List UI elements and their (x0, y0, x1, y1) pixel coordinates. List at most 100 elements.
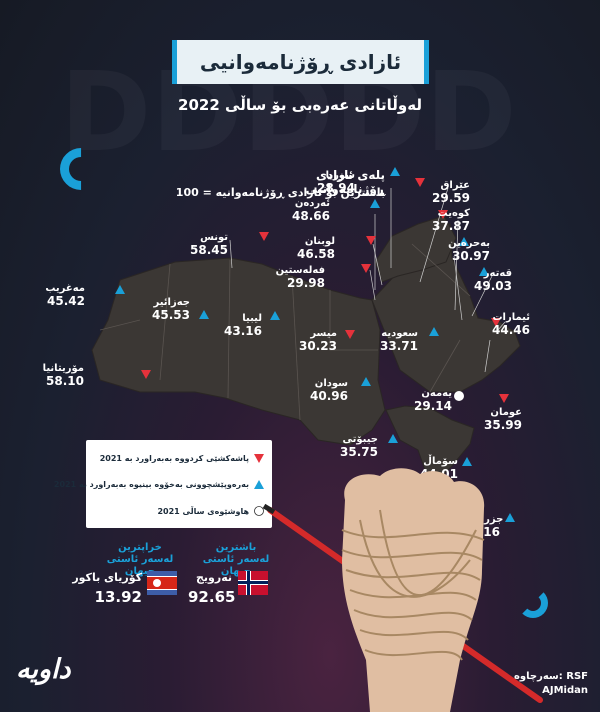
country-name: لوبنان (304, 236, 335, 247)
source-label: سەرچاوە: RSF (514, 671, 588, 682)
country-label: جیبۆتی 35.75 (328, 434, 378, 459)
country-value: 30.97 (452, 249, 490, 263)
country-name: تونس (200, 232, 228, 243)
country-name: لیبیا (242, 313, 262, 324)
country-label: مۆریتانیا 58.10 (34, 363, 84, 388)
country-name: مۆریتانیا (42, 363, 84, 374)
legend-label-same: هاوشێوەی ساڵی 2021 (157, 506, 249, 516)
source: سەرچاوە: RSF AJMidan (478, 670, 588, 698)
marker-down (438, 210, 448, 219)
country-name: قەتەر (483, 268, 512, 279)
country-name: سعودیە (381, 328, 418, 339)
fist-illustration (262, 468, 543, 712)
country-label: جەزائیر 45.53 (140, 297, 190, 322)
marker-down (345, 330, 355, 339)
country-label: لیبیا 43.16 (212, 313, 262, 338)
marker-up (115, 285, 125, 294)
country-value: 45.42 (47, 294, 85, 308)
marker-up (199, 310, 209, 319)
country-value: 35.99 (484, 418, 522, 432)
country-name: عێراق (440, 180, 470, 191)
country-value: 30.23 (299, 339, 337, 353)
country-label: سوریا 28.94 (305, 170, 355, 195)
marker-down (259, 232, 269, 241)
country-label: لوبنان 46.58 (285, 236, 335, 261)
country-name: ئەردەن (294, 198, 330, 209)
triangle-up-icon (254, 480, 264, 489)
country-label: مەغریب 45.42 (35, 283, 85, 308)
worst-header-line-2: لەسەر ئاستی جیهان (106, 554, 174, 577)
marker-up (361, 377, 371, 386)
country-value: 40.96 (310, 389, 348, 403)
country-name: سۆماڵ (423, 456, 458, 467)
country-name: فەلەستین (275, 265, 325, 276)
corner-arc-icon (518, 588, 548, 618)
worst-header: خراپترین لەسەر ئاستی جیهان (100, 542, 180, 578)
country-value: 46.58 (297, 247, 335, 261)
marker-down (415, 178, 425, 187)
map-levant-iraq (374, 215, 457, 283)
worst-country: کۆریای باکور (72, 571, 142, 584)
country-value: 44.46 (492, 323, 530, 337)
marker-down (361, 264, 371, 273)
page-title: ئازادی ڕۆژنامەوانیی (172, 40, 429, 84)
legend-row-same: هاوشێوەی ساڵی 2021 (157, 506, 264, 516)
country-label: یەمەن 29.14 (402, 388, 452, 413)
legend-row-down: پاشەکشێی کردووە بەبەراورد بە 2021 (100, 454, 264, 463)
best-country: نەرویج (195, 571, 232, 584)
marker-up (370, 199, 380, 208)
country-name: یەمەن (421, 388, 452, 399)
country-value: 35.75 (340, 445, 378, 459)
country-value: 37.87 (432, 219, 470, 233)
country-name: سوریا (325, 170, 355, 181)
marker-up (479, 267, 489, 276)
country-name: سودان (314, 378, 348, 389)
index-note: 100 = باشترین بۆ ئازادی ڕۆژنامەوانیە (175, 186, 385, 199)
marker-up (390, 167, 400, 176)
country-label: سعودیە 33.71 (368, 328, 418, 353)
country-name: میسر (310, 328, 337, 339)
best-value: 92.65 (188, 588, 236, 606)
country-value: 49.03 (474, 279, 512, 293)
country-name: ئیمارات (492, 312, 530, 323)
best-header-line-2: لەسەر ئاستی جیهان (202, 554, 270, 577)
legend-label-down: پاشەکشێی کردووە بەبەراورد بە 2021 (99, 454, 249, 463)
marker-up (462, 457, 472, 466)
triangle-down-icon (254, 454, 264, 463)
legend: پاشەکشێی کردووە بەبەراورد بە 2021 بەرەوپ… (54, 440, 272, 528)
country-label: فەلەستین 29.98 (275, 265, 325, 290)
country-label: ئیمارات 44.46 (480, 312, 530, 337)
country-name: کوەیت (437, 208, 470, 219)
country-label: میسر 30.23 (287, 328, 337, 353)
country-value: 29.14 (414, 399, 452, 413)
marker-up (429, 327, 439, 336)
north-korea-flag-icon (147, 571, 177, 595)
country-label: عێراق 29.59 (420, 180, 470, 205)
country-label: کوەیت 37.87 (420, 208, 470, 233)
country-value: 43.16 (224, 324, 262, 338)
country-name: عومان (490, 407, 522, 418)
marker-down (366, 236, 376, 245)
country-value: 33.71 (380, 339, 418, 353)
norway-flag-icon (238, 571, 268, 595)
country-label: تونس 58.45 (178, 232, 228, 257)
map-horn-africa (385, 405, 475, 481)
map-north-africa (91, 257, 386, 446)
legend-row-up: بەرەوپێشچوونی بەخۆوە بینیوە بەبەراورد بە… (54, 480, 264, 489)
country-label: قەتەر 49.03 (462, 268, 512, 293)
logo: داویە (16, 654, 72, 685)
worst-header-line-1: خراپترین (118, 542, 162, 553)
country-name: مەغریب (45, 283, 85, 294)
page-subtitle: لەوڵاتانی عەرەبی بۆ ساڵی 2022 (178, 96, 422, 114)
best-header: باشترین لەسەر ئاستی جیهان (196, 542, 276, 578)
marker-up (459, 237, 469, 246)
country-value: 48.66 (292, 209, 330, 223)
marker-up (270, 311, 280, 320)
country-name: جەزائیر (153, 297, 190, 308)
legend-label-up: بەرەوپێشچوونی بەخۆوە بینیوە بەبەراورد بە… (53, 480, 249, 489)
best-header-line-1: باشترین (215, 542, 257, 553)
marker-down (491, 318, 501, 327)
country-label: بەحرەین 30.97 (440, 238, 490, 263)
